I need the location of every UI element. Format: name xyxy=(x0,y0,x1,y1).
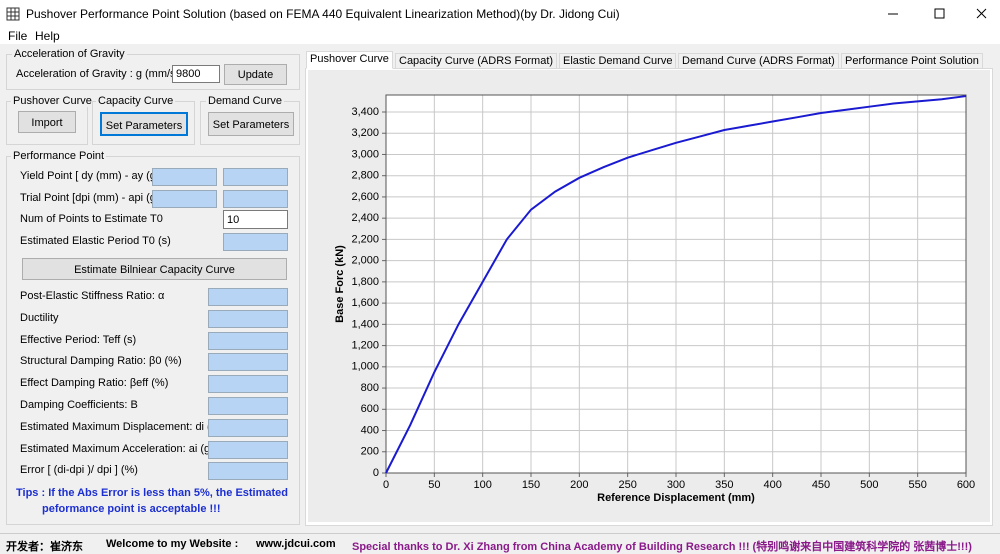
label: Ductility xyxy=(20,311,59,324)
tab[interactable]: Elastic Demand Curve xyxy=(559,53,677,69)
output-box[interactable] xyxy=(208,462,288,481)
status-text: Welcome to my Website : xyxy=(106,538,239,550)
x-tick-label: 450 xyxy=(812,479,830,491)
output-box[interactable] xyxy=(208,397,288,415)
x-axis-label: Reference Displacement (mm) xyxy=(597,492,755,504)
y-tick-label: 3,400 xyxy=(351,106,379,118)
y-tick-label: 800 xyxy=(361,382,379,394)
y-tick-label: 0 xyxy=(373,467,379,479)
group-title: Acceleration of Gravity xyxy=(12,48,127,60)
label: Estimated Maximum Acceleration: ai (g) xyxy=(20,442,214,455)
label: Yield Point [ dy (mm) - ay (g) ] xyxy=(20,170,166,182)
chart: 0 200 400 600 800 1,000 1,200 1,400 1,600 1,800 2,… xyxy=(308,70,990,522)
text-box[interactable]: 10 xyxy=(223,210,288,229)
tab[interactable]: Pushover Curve xyxy=(306,51,393,69)
status-bar xyxy=(0,533,1000,554)
x-tick-label: 50 xyxy=(428,479,440,491)
x-tick-label: 300 xyxy=(667,479,685,491)
input-box[interactable] xyxy=(223,233,288,251)
text-box[interactable]: 9800 xyxy=(172,65,220,83)
y-tick-label: 1,400 xyxy=(351,318,379,330)
x-tick-label: 250 xyxy=(618,479,636,491)
x-tick-label: 350 xyxy=(715,479,733,491)
label: Num of Points to Estimate T0 xyxy=(20,213,163,225)
menu-item[interactable]: Help xyxy=(35,29,60,43)
data-line xyxy=(385,95,967,474)
plot-frame xyxy=(385,94,967,474)
y-tick-label: 1,000 xyxy=(351,361,379,373)
output-box[interactable] xyxy=(208,440,288,459)
output-box[interactable] xyxy=(208,353,288,372)
button[interactable]: Import xyxy=(18,111,76,133)
output-box[interactable] xyxy=(208,331,288,350)
x-tick-label: 500 xyxy=(860,479,878,491)
tab[interactable]: Capacity Curve (ADRS Format) xyxy=(395,53,558,69)
x-tick-label: 200 xyxy=(570,479,588,491)
group-title: Pushover Curve xyxy=(11,95,94,107)
label: Effective Period: Teff (s) xyxy=(20,333,137,346)
label: Estimated Elastic Period T0 (s) xyxy=(20,235,171,247)
window-title: Pushover Performance Point Solution (bas… xyxy=(26,7,620,21)
status-text: 开发者：崔济东 xyxy=(6,541,83,553)
status-text: Special thanks to Dr. Xi Zhang from Chin… xyxy=(352,541,972,553)
label: Estimated Maximum Displacement: di (mm) xyxy=(20,420,233,433)
output-box[interactable] xyxy=(208,418,288,437)
label: Damping Coefficients: B xyxy=(20,399,138,411)
button[interactable]: Update xyxy=(224,64,287,85)
y-tick-label: 2,000 xyxy=(351,255,379,267)
x-tick-label: 100 xyxy=(473,479,491,491)
performance-group xyxy=(6,156,300,525)
x-tick-label: 400 xyxy=(763,479,781,491)
button[interactable]: Set Parameters xyxy=(208,112,294,136)
y-tick-label: 600 xyxy=(361,403,379,415)
y-tick-label: 2,800 xyxy=(351,170,379,182)
y-tick-label: 3,000 xyxy=(351,148,379,160)
y-tick-label: 3,200 xyxy=(351,127,379,139)
y-axis-label: Base Forc (kN) xyxy=(334,245,346,323)
x-tick-label: 600 xyxy=(957,479,975,491)
gravity-group xyxy=(6,54,300,90)
group-title: Performance Point xyxy=(11,150,107,162)
label: Effect Damping Ratio: βeff (%) xyxy=(20,377,169,390)
output-box[interactable] xyxy=(208,375,288,394)
output-box[interactable] xyxy=(208,288,288,306)
tips: Tips : If the Abs Error is less than 5%,… xyxy=(16,487,289,499)
y-tick-label: 2,400 xyxy=(351,212,379,224)
button[interactable]: Set Parameters xyxy=(100,112,188,136)
tips: peformance point is acceptable !!! xyxy=(42,503,221,515)
input-box[interactable] xyxy=(223,168,288,186)
y-tick-label: 2,600 xyxy=(351,191,379,203)
label: Post-Elastic Stiffness Ratio: α xyxy=(20,290,165,302)
y-tick-label: 200 xyxy=(361,446,379,458)
x-tick-label: 0 xyxy=(383,479,389,491)
window-controls[interactable] xyxy=(880,6,990,22)
y-tick-label: 400 xyxy=(361,424,379,436)
app-icon xyxy=(6,7,20,21)
menu-item[interactable]: File xyxy=(8,29,28,43)
input-box[interactable] xyxy=(223,190,288,208)
group-title: Capacity Curve xyxy=(96,95,176,107)
group-title: Demand Curve xyxy=(206,95,284,107)
input-box[interactable] xyxy=(152,190,217,208)
tab[interactable]: Demand Curve (ADRS Format) xyxy=(678,53,839,69)
label: Structural Damping Ratio: β0 (%) xyxy=(20,355,182,368)
x-tick-label: 550 xyxy=(908,479,926,491)
label: Error [ (di-dpi )/ dpi ] (%) xyxy=(20,464,138,477)
label: Trial Point [dpi (mm) - api (g) ] xyxy=(20,192,166,204)
y-tick-label: 1,200 xyxy=(351,339,379,351)
y-tick-label: 1,600 xyxy=(351,297,379,309)
title-bar xyxy=(0,0,1000,28)
x-tick-label: 150 xyxy=(522,479,540,491)
y-tick-label: 1,800 xyxy=(351,276,379,288)
menu-bar xyxy=(0,28,1000,44)
y-tick-label: 2,200 xyxy=(351,233,379,245)
status-link[interactable]: www.jdcui.com xyxy=(256,538,336,550)
tab[interactable]: Performance Point Solution xyxy=(841,53,983,69)
button[interactable]: Estimate Bilniear Capacity Curve xyxy=(22,258,287,280)
label: Acceleration of Gravity : g (mm/s/s) xyxy=(16,68,188,80)
input-box[interactable] xyxy=(152,168,217,186)
output-box[interactable] xyxy=(208,309,288,328)
